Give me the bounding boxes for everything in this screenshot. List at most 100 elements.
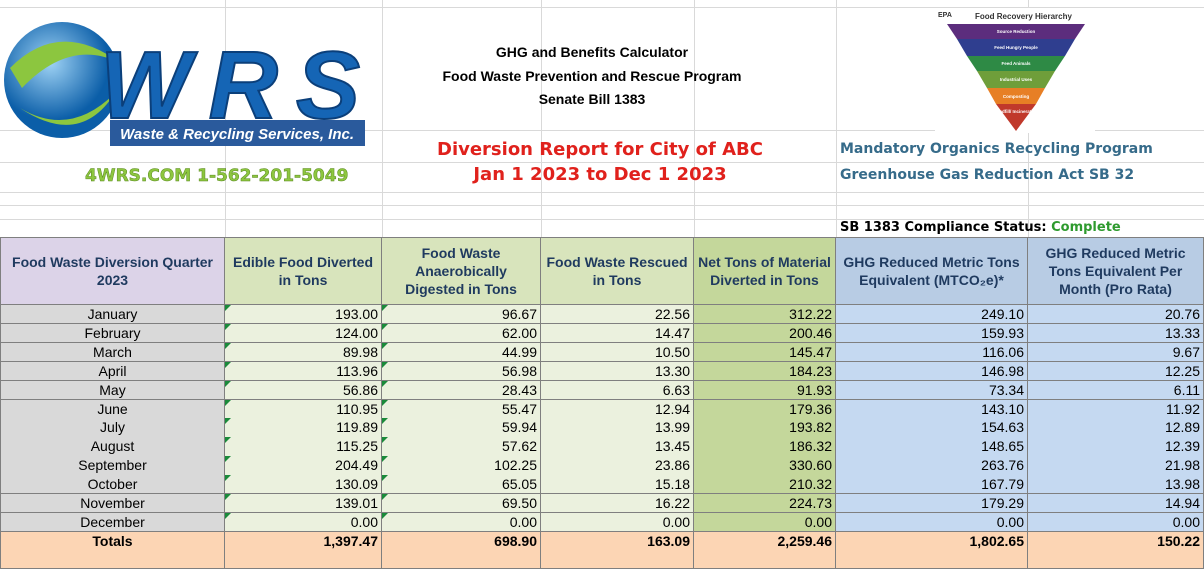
title: Food Waste Prevention and Rescue Program — [382, 68, 802, 84]
status-value: Complete — [1051, 220, 1121, 235]
totals-label: Totals — [0, 532, 225, 569]
month-cell: October — [0, 475, 225, 494]
value-cell: 154.63 — [836, 418, 1028, 437]
value-cell: 12.94 — [541, 400, 694, 419]
status-label: SB 1383 Compliance Status: — [840, 220, 1047, 235]
value-cell: 210.32 — [694, 475, 836, 494]
value-cell: 186.32 — [694, 437, 836, 456]
status: SB 1383 Compliance Status: Complete — [840, 220, 1121, 235]
tier: Source Reduction — [997, 29, 1036, 34]
value-cell: 11.92 — [1028, 400, 1204, 419]
title: Senate Bill 1383 — [382, 91, 802, 107]
value-cell: 89.98 — [225, 343, 382, 362]
value-cell: 263.76 — [836, 456, 1028, 475]
month-cell: February — [0, 324, 225, 343]
value-cell: 13.33 — [1028, 324, 1204, 343]
value-cell: 115.25 — [225, 437, 382, 456]
value-cell: 102.25 — [382, 456, 541, 475]
value-cell: 0.00 — [836, 513, 1028, 532]
value-cell: 13.30 — [541, 362, 694, 381]
value-cell: 15.18 — [541, 475, 694, 494]
value-cell: 148.65 — [836, 437, 1028, 456]
value-cell: 21.98 — [1028, 456, 1204, 475]
total-cell: 698.90 — [382, 532, 541, 569]
value-cell: 0.00 — [225, 513, 382, 532]
month-cell: September — [0, 456, 225, 475]
value-cell: 146.98 — [836, 362, 1028, 381]
program: Greenhouse Gas Reduction Act SB 32 — [840, 167, 1134, 183]
value-cell: 96.67 — [382, 305, 541, 324]
value-cell: 184.23 — [694, 362, 836, 381]
column-header: Net Tons of Material Diverted in Tons — [694, 237, 836, 305]
value-cell: 145.47 — [694, 343, 836, 362]
value-cell: 193.00 — [225, 305, 382, 324]
value-cell: 200.46 — [694, 324, 836, 343]
hierarchy: EPA Food Recovery Hierarchy Source Reduc… — [935, 8, 1095, 133]
tier: Feed Hungry People — [994, 45, 1038, 50]
value-cell: 224.73 — [694, 494, 836, 513]
month-cell: November — [0, 494, 225, 513]
value-cell: 73.34 — [836, 381, 1028, 400]
month-cell: July — [0, 418, 225, 437]
month-cell: December — [0, 513, 225, 532]
column-header: Edible Food Diverted in Tons — [225, 237, 382, 305]
value-cell: 12.25 — [1028, 362, 1204, 381]
column-header: Food Waste Diversion Quarter 2023 — [0, 237, 225, 305]
value-cell: 14.47 — [541, 324, 694, 343]
value-cell: 12.89 — [1028, 418, 1204, 437]
value-cell: 0.00 — [1028, 513, 1204, 532]
month-cell: August — [0, 437, 225, 456]
month-cell: March — [0, 343, 225, 362]
value-cell: 65.05 — [382, 475, 541, 494]
page: WRS Waste & Recycling Services, Inc. 4WR… — [0, 0, 1204, 569]
value-cell: 6.11 — [1028, 381, 1204, 400]
value-cell: 12.39 — [1028, 437, 1204, 456]
column-header: GHG Reduced Metric Tons Equivalent Per M… — [1028, 237, 1204, 305]
total-cell: 2,259.46 — [694, 532, 836, 569]
value-cell: 13.45 — [541, 437, 694, 456]
report-period: Jan 1 2023 to Dec 1 2023 — [370, 164, 830, 185]
value-cell: 0.00 — [694, 513, 836, 532]
value-cell: 0.00 — [541, 513, 694, 532]
month-cell: January — [0, 305, 225, 324]
value-cell: 69.50 — [382, 494, 541, 513]
month-cell: June — [0, 400, 225, 419]
value-cell: 23.86 — [541, 456, 694, 475]
month-cell: May — [0, 381, 225, 400]
title: GHG and Benefits Calculator — [382, 44, 802, 60]
agency: EPA — [938, 12, 952, 19]
value-cell: 143.10 — [836, 400, 1028, 419]
value-cell: 179.29 — [836, 494, 1028, 513]
value-cell: 14.94 — [1028, 494, 1204, 513]
report-title: Diversion Report for City of ABC — [370, 139, 830, 160]
column-header: Food Waste Anaerobically Digested in Ton… — [382, 237, 541, 305]
value-cell: 56.86 — [225, 381, 382, 400]
value-cell: 139.01 — [225, 494, 382, 513]
value-cell: 159.93 — [836, 324, 1028, 343]
value-cell: 124.00 — [225, 324, 382, 343]
value-cell: 116.06 — [836, 343, 1028, 362]
value-cell: 57.62 — [382, 437, 541, 456]
tier: Landfill/ Incineration — [994, 109, 1038, 114]
value-cell: 10.50 — [541, 343, 694, 362]
logo: WRS Waste & Recycling Services, Inc. — [0, 8, 370, 158]
value-cell: 6.63 — [541, 381, 694, 400]
value-cell: 13.98 — [1028, 475, 1204, 494]
value-cell: 113.96 — [225, 362, 382, 381]
tier: Feed Animals — [1001, 61, 1031, 66]
value-cell: 193.82 — [694, 418, 836, 437]
tier: Industrial Uses — [1000, 77, 1033, 82]
value-cell: 312.22 — [694, 305, 836, 324]
contact: 4WRS.COM 1-562-201-5049 — [85, 166, 348, 186]
value-cell: 110.95 — [225, 400, 382, 419]
tier: Composting — [1003, 94, 1029, 99]
value-cell: 91.93 — [694, 381, 836, 400]
value-cell: 204.49 — [225, 456, 382, 475]
total-cell: 1,397.47 — [225, 532, 382, 569]
value-cell: 249.10 — [836, 305, 1028, 324]
value-cell: 0.00 — [382, 513, 541, 532]
column-header: Food Waste Rescued in Tons — [541, 237, 694, 305]
value-cell: 179.36 — [694, 400, 836, 419]
total-cell: 150.22 — [1028, 532, 1204, 569]
value-cell: 330.60 — [694, 456, 836, 475]
